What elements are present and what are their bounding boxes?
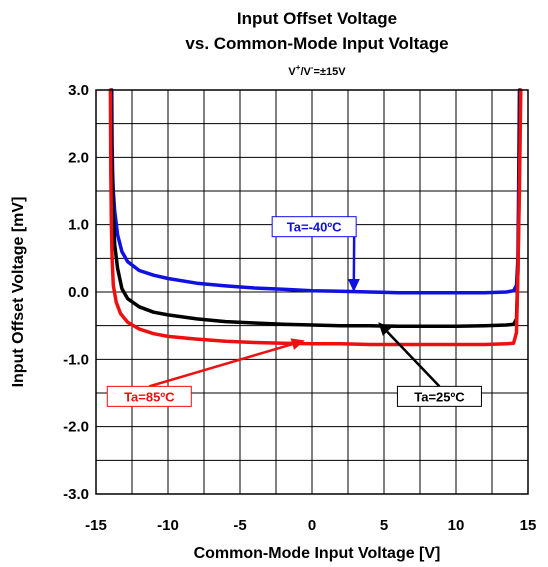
annotation-arrowhead — [347, 278, 360, 292]
annotation-label: Ta=25ºC — [414, 389, 465, 404]
y-tick-label: -3.0 — [63, 486, 89, 503]
annotation-label: Ta=-40ºC — [287, 220, 342, 235]
x-tick-label: 0 — [308, 517, 316, 534]
x-tick-label: 15 — [520, 517, 537, 534]
annotation-label: Ta=85ºC — [124, 389, 175, 404]
y-tick-label: 3.0 — [68, 82, 89, 99]
y-axis-label: Input Offset Voltage [mV] — [10, 197, 27, 388]
y-tick-labels: 3.0 2.0 1.0 0.0 -1.0 -2.0 -3.0 — [63, 82, 89, 503]
chart-condition: V+/V-=±15V — [288, 63, 346, 78]
x-tick-labels: -15 -10 -5 0 5 10 15 — [85, 517, 536, 534]
x-tick-label: 5 — [380, 517, 388, 534]
annotation-box — [106, 385, 192, 407]
annotation-arrowhead — [378, 322, 392, 336]
series-lines — [108, 88, 523, 347]
chart-subtitle: vs. Common-Mode Input Voltage — [185, 34, 448, 53]
y-tick-label: -1.0 — [63, 351, 89, 368]
condition-prefix: V — [288, 66, 296, 78]
x-tick-label: -15 — [85, 517, 107, 534]
y-tick-label: -2.0 — [63, 419, 89, 436]
annotation-arrow — [386, 330, 441, 388]
y-tick-label: 0.0 — [68, 284, 89, 301]
series-line — [109, 88, 522, 329]
annotation-arrowhead — [290, 338, 305, 350]
annotation-arrow — [148, 342, 293, 388]
x-tick-label: -10 — [157, 517, 179, 534]
chart-title: Input Offset Voltage — [237, 9, 397, 28]
condition-sup-minus: - — [311, 63, 314, 72]
x-tick-label: -5 — [233, 517, 246, 534]
series-line — [110, 88, 522, 295]
y-tick-label: 1.0 — [68, 217, 89, 234]
annotation-box — [396, 385, 482, 407]
condition-sup-plus: + — [296, 63, 301, 72]
condition-suffix: =±15V — [314, 66, 347, 78]
y-tick-label: 2.0 — [68, 149, 89, 166]
series-line — [108, 88, 523, 347]
x-axis-label: Common-Mode Input Voltage [V] — [194, 545, 441, 562]
condition-middle: /V — [300, 66, 311, 78]
plot-frame — [95, 89, 529, 495]
annotation-box — [271, 216, 357, 238]
x-tick-label: 10 — [448, 517, 465, 534]
series-annotations: Ta=-40ºC Ta=25ºC Ta=85ºC — [106, 216, 482, 407]
